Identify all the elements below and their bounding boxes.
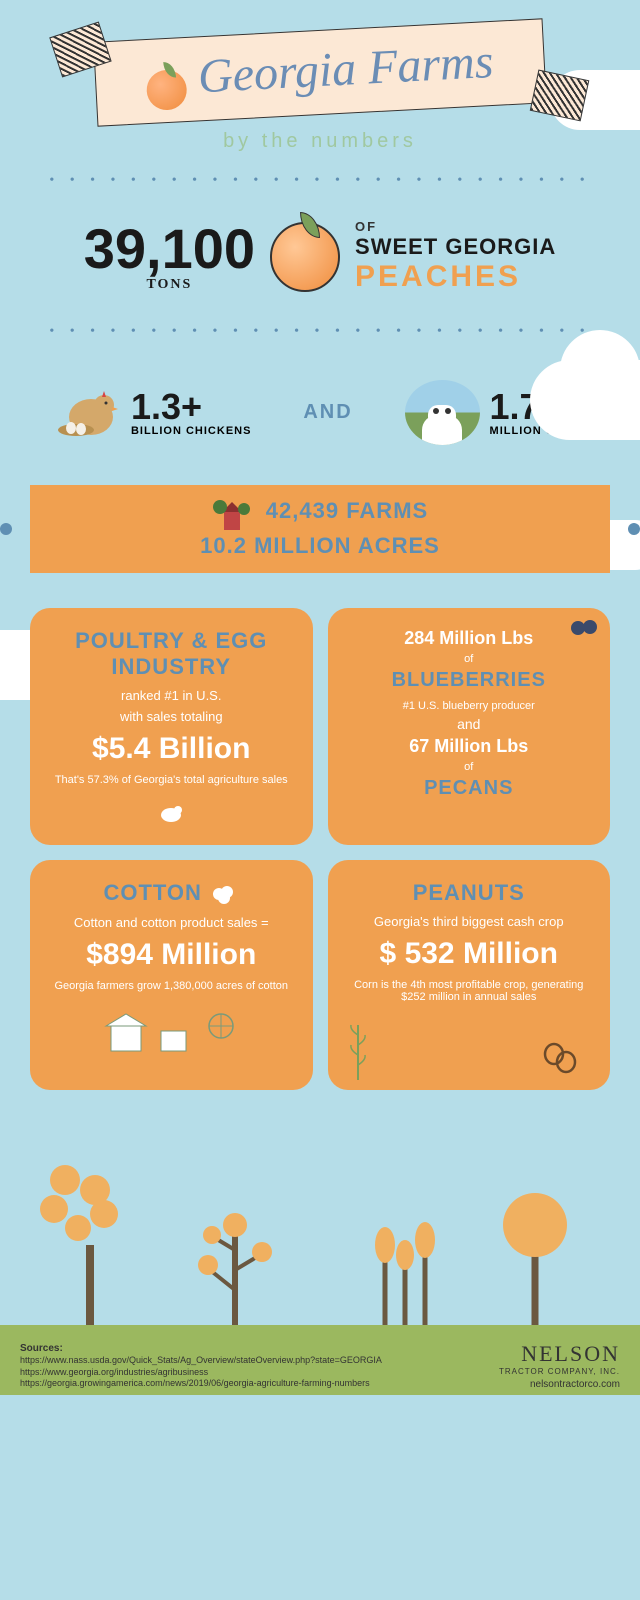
tree-icon [490,1190,580,1345]
blueberry-icon [570,618,600,636]
cotton-title: COTTON [45,880,298,907]
cotton-amount: $894 Million [45,938,298,972]
of-label: OF [355,219,556,234]
poultry-rank: ranked #1 in U.S. [45,688,298,703]
peaches-stat: 39,100 TONS OF SWEET GEORGIA PEACHES [0,209,640,304]
cotton-note: Georgia farmers grow 1,380,000 acres of … [45,980,298,992]
blueberries-title: BLUEBERRIES [343,669,596,692]
poultry-title: POULTRY & EGG INDUSTRY [45,628,298,680]
pecan-amount: 67 Million Lbs [343,736,596,757]
farms-banner: 42,439 FARMS 10.2 MILLION ACRES [30,485,610,573]
and-label: and [343,716,596,732]
divider-dots: • • • • • • • • • • • • • • • • • • • • … [0,324,640,340]
of-label: of [343,761,596,773]
peanuts-card: PEANUTS Georgia's third biggest cash cro… [328,860,611,1090]
company-logo: NELSON TRACTOR COMPANY, INC. nelsontract… [499,1341,620,1390]
cloud-decoration [530,360,640,440]
sweet-georgia-text: SWEET GEORGIA [355,234,556,260]
chicken-number: 1.3+ [131,389,252,425]
sources-block: Sources: https://www.nass.usda.gov/Quick… [20,1342,382,1390]
peaches-number: 39,100 [84,221,255,277]
source-link: https://www.nass.usda.gov/Quick_Stats/Ag… [20,1355,382,1367]
ground-decoration: Sources: https://www.nass.usda.gov/Quick… [0,1115,640,1395]
farm-scene-icon [81,1006,261,1056]
bird-icon [156,800,186,825]
cotton-card: COTTON Cotton and cotton product sales =… [30,860,313,1090]
peanuts-title: PEANUTS [343,880,596,906]
logo-url: nelsontractorco.com [499,1379,620,1390]
farms-acres: 10.2 MILLION ACRES [200,533,440,558]
farms-count: 42,439 FARMS [266,499,428,524]
peanuts-amount: $ 532 Million [343,937,596,971]
poultry-card: POULTRY & EGG INDUSTRY ranked #1 in U.S.… [30,608,313,845]
corn-note: Corn is the 4th most profitable crop, ge… [343,979,596,1003]
cotton-sales-label: Cotton and cotton product sales = [45,915,298,930]
source-link: https://georgia.growingamerica.com/news/… [20,1378,382,1390]
header-banner: Georgia Farms by the numbers [0,0,640,153]
logo-name: NELSON [499,1341,620,1367]
divider-dots: • • • • • • • • • • • • • • • • • • • • … [0,173,640,189]
pecans-title: PECANS [343,777,596,800]
cow-icon [405,380,480,445]
peaches-word: PEACHES [355,260,556,294]
stats-cards-grid: POULTRY & EGG INDUSTRY ranked #1 in U.S.… [0,593,640,1105]
chicken-label: BILLION CHICKENS [131,425,252,437]
poultry-sales-label: with sales totaling [45,709,298,724]
barn-icon [212,497,252,532]
peach-icon [146,69,188,111]
of-label: of [343,653,596,665]
blueberry-rank: #1 U.S. blueberry producer [343,700,596,712]
sources-label: Sources: [20,1342,382,1355]
peach-large-icon [270,222,340,292]
subtitle: by the numbers [0,130,640,153]
peanuts-rank: Georgia's third biggest cash crop [343,914,596,929]
blueberries-card: 284 Million Lbs of BLUEBERRIES #1 U.S. b… [328,608,611,845]
corn-plant-icon [348,1020,368,1080]
logo-tagline: TRACTOR COMPANY, INC. [499,1367,620,1376]
blueberry-amount: 284 Million Lbs [343,628,596,649]
footer: Sources: https://www.nass.usda.gov/Quick… [0,1341,640,1390]
poultry-note: That's 57.3% of Georgia's total agricult… [45,774,298,786]
and-separator: AND [303,401,352,424]
tree-icon [40,1165,140,1345]
chicken-icon [56,385,121,440]
poultry-amount: $5.4 Billion [45,732,298,766]
main-title: Georgia Farms [197,35,495,103]
peanut-icon [540,1040,580,1075]
source-link: https://www.georgia.org/industries/agrib… [20,1367,382,1379]
cotton-icon [209,882,239,907]
